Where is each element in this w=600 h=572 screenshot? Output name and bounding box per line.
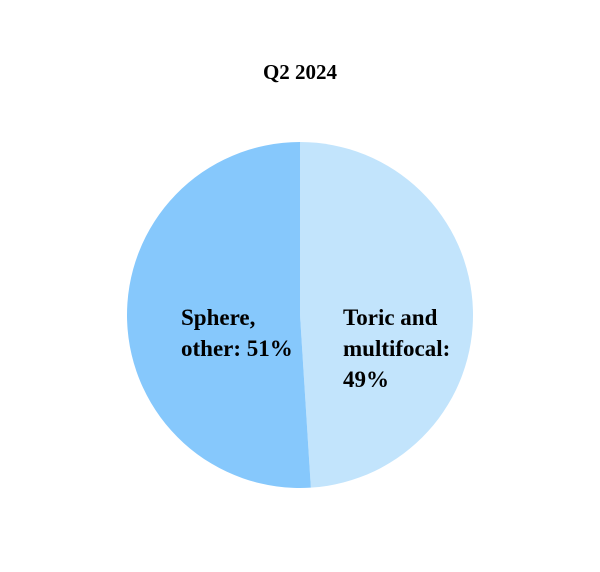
pie-slice-toric-and-multifocal — [300, 142, 473, 488]
pie-slice-sphere-other — [126, 142, 311, 488]
slice-label-toric-multifocal: Toric and multifocal: 49% — [343, 305, 451, 392]
slice-label-sphere-other: Sphere, other: 51% — [181, 305, 293, 361]
chart-title: Q2 2024 — [262, 60, 338, 84]
